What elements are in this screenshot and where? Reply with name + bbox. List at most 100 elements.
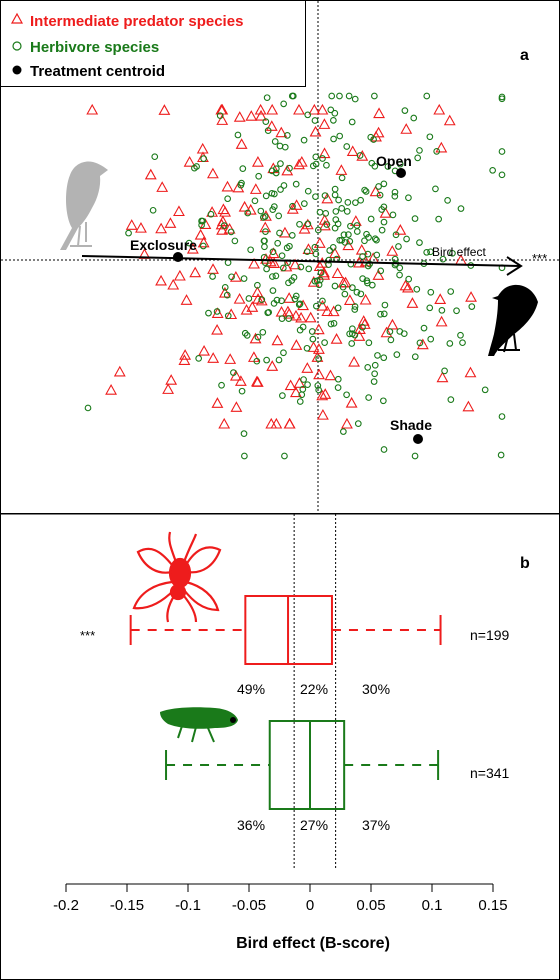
predator-point xyxy=(207,352,220,363)
herbivore-point xyxy=(296,220,303,228)
herbivore-point xyxy=(343,391,350,399)
herbivore-point xyxy=(380,180,388,188)
herbivore-point xyxy=(258,296,266,303)
herbivore-point xyxy=(322,210,330,217)
herbivore-point xyxy=(371,92,378,100)
herbivore-point xyxy=(200,155,208,162)
predator-point xyxy=(406,297,419,308)
herbivore-pct-left: 36% xyxy=(237,817,265,833)
predator-point xyxy=(249,183,262,194)
predator-point xyxy=(275,126,288,138)
herbivore-point xyxy=(279,264,287,272)
predator-point xyxy=(373,107,385,119)
herbivore-point xyxy=(265,308,273,316)
herbivore-point xyxy=(416,147,423,154)
herbivore-point xyxy=(351,306,359,313)
predator-point xyxy=(230,401,243,412)
herbivore-point xyxy=(275,212,283,220)
herbivore-point xyxy=(313,302,320,310)
centroid-label-open: Open xyxy=(376,153,412,169)
herbivore-point xyxy=(193,163,200,170)
predator-point xyxy=(290,309,302,321)
herbivore-point xyxy=(299,385,307,393)
predator-point xyxy=(235,138,248,149)
herbivore-point xyxy=(427,288,435,296)
herbivore-point xyxy=(459,339,466,347)
legend-box xyxy=(0,0,306,87)
herbivore-point xyxy=(218,381,225,389)
herbivore-point xyxy=(336,236,344,244)
herbivore-point xyxy=(444,197,451,204)
herbivore-point xyxy=(291,295,299,303)
herbivore-point xyxy=(423,92,431,100)
herbivore-point xyxy=(272,165,280,173)
predator-pct-left: 49% xyxy=(237,681,265,697)
herbivore-point xyxy=(370,378,378,385)
predator-point xyxy=(245,110,258,121)
herbivore-point xyxy=(254,333,262,341)
herbivore-point xyxy=(396,264,404,272)
herbivore-point xyxy=(384,163,392,170)
herbivore-point xyxy=(393,351,401,358)
legend-centroid-marker xyxy=(12,65,22,75)
herbivore-point xyxy=(427,248,434,256)
herbivore-point xyxy=(270,203,278,210)
herbivore-point xyxy=(268,189,276,197)
herbivore-point xyxy=(377,267,385,275)
herbivore-point xyxy=(403,235,410,243)
herbivore-point xyxy=(234,131,242,139)
herbivore-point xyxy=(238,387,246,395)
herbivore-point xyxy=(303,248,311,256)
herbivore-point xyxy=(396,160,404,168)
predator-point xyxy=(359,293,372,305)
herbivore-point xyxy=(426,133,434,141)
herbivore-point xyxy=(245,295,253,302)
herbivore-point xyxy=(269,273,276,280)
herbivore-point xyxy=(334,304,342,312)
herbivore-point xyxy=(315,386,323,394)
herbivore-point xyxy=(300,200,308,207)
herbivore-point xyxy=(84,404,92,412)
herbivore-point xyxy=(185,239,193,247)
herbivore-point xyxy=(263,265,270,273)
herbivore-point xyxy=(498,171,506,179)
herbivore-point xyxy=(453,307,460,315)
herbivore-point xyxy=(319,155,326,162)
predator-point xyxy=(265,417,278,429)
predator-point xyxy=(349,215,362,226)
herbivore-point xyxy=(377,310,384,318)
predator-point xyxy=(293,158,305,170)
herbivore-point xyxy=(297,263,305,271)
herbivore-point xyxy=(278,252,286,260)
predator-point xyxy=(183,156,196,167)
herbivore-point xyxy=(357,290,365,298)
predator-point xyxy=(224,353,237,364)
predator-point xyxy=(211,323,224,335)
herbivore-point xyxy=(410,114,418,122)
herbivore-point xyxy=(262,118,270,125)
herbivore-point xyxy=(198,217,205,225)
herbivore-point xyxy=(348,118,356,126)
predator-point xyxy=(221,180,234,192)
predator-point xyxy=(324,369,337,381)
herbivore-point xyxy=(223,291,231,299)
herbivore-point xyxy=(309,335,317,343)
centroid-open xyxy=(396,168,406,178)
predator-point xyxy=(260,253,272,264)
predator-pct-mid: 22% xyxy=(300,681,328,697)
predator-point xyxy=(186,242,199,254)
herbivore-point xyxy=(263,356,270,364)
herbivore-point xyxy=(262,192,270,200)
predator-point xyxy=(318,118,331,129)
herbivore-point xyxy=(386,328,394,336)
predator-point xyxy=(443,114,456,126)
herbivore-point xyxy=(336,92,343,100)
herbivore-point xyxy=(327,106,335,114)
predator-point xyxy=(399,279,412,291)
herbivore-point xyxy=(344,199,352,206)
herbivore-point xyxy=(405,275,413,283)
herbivore-point xyxy=(280,100,288,108)
predator-point xyxy=(259,221,272,233)
herbivore-point xyxy=(220,222,228,229)
herbivore-point xyxy=(449,249,456,257)
